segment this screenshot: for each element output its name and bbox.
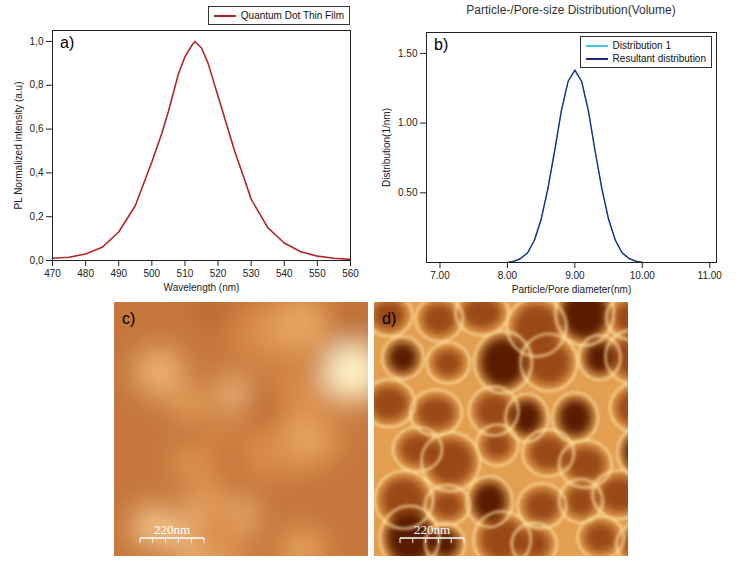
svg-text:d): d) — [382, 310, 396, 327]
svg-text:550: 550 — [309, 268, 326, 279]
svg-text:8.00: 8.00 — [498, 270, 518, 281]
svg-text:560: 560 — [342, 268, 359, 279]
html-text:b): b) — [434, 36, 449, 53]
svg-text:520: 520 — [210, 268, 227, 279]
svg-text:510: 510 — [177, 268, 194, 279]
svg-text:PL Normalized intensity (a.u): PL Normalized intensity (a.u) — [13, 81, 24, 209]
svg-text:9.00: 9.00 — [565, 270, 585, 281]
svg-text:10.00: 10.00 — [630, 270, 655, 281]
svg-text:540: 540 — [276, 268, 293, 279]
svg-text:0,6: 0,6 — [30, 123, 44, 134]
svg-text:220nm: 220nm — [413, 522, 449, 537]
html-text:Distribution 1: Distribution 1 — [612, 40, 671, 51]
svg-text:Wavelength (nm): Wavelength (nm) — [164, 282, 240, 293]
svg-text:480: 480 — [77, 268, 94, 279]
svg-text:1.50: 1.50 — [398, 48, 418, 59]
html-text:Particle-/Pore-size Distributi: Particle-/Pore-size Distribution(Volume) — [466, 3, 676, 17]
svg-text:c): c) — [122, 310, 135, 327]
svg-text:0,4: 0,4 — [30, 167, 44, 178]
svg-text:1.00: 1.00 — [398, 117, 418, 128]
svg-text:490: 490 — [110, 268, 127, 279]
svg-text:1,0: 1,0 — [30, 36, 44, 47]
svg-text:470: 470 — [44, 268, 61, 279]
svg-text:530: 530 — [243, 268, 260, 279]
svg-text:Distribution(1/nm): Distribution(1/nm) — [381, 108, 392, 187]
svg-text:Particle/Pore diameter(nm): Particle/Pore diameter(nm) — [512, 284, 631, 295]
svg-text:0,2: 0,2 — [30, 211, 44, 222]
svg-text:500: 500 — [143, 268, 160, 279]
svg-text:0,0: 0,0 — [30, 255, 44, 266]
svg-text:220nm: 220nm — [153, 522, 189, 537]
svg-text:0.50: 0.50 — [398, 187, 418, 198]
svg-text:11.00: 11.00 — [698, 270, 723, 281]
html-text:Resultant distribution: Resultant distribution — [612, 53, 706, 64]
svg-text:0,8: 0,8 — [30, 79, 44, 90]
html-text:Quantum Dot Thin Film: Quantum Dot Thin Film — [240, 10, 344, 21]
html-text:a): a) — [60, 34, 75, 51]
svg-text:7.00: 7.00 — [430, 270, 450, 281]
